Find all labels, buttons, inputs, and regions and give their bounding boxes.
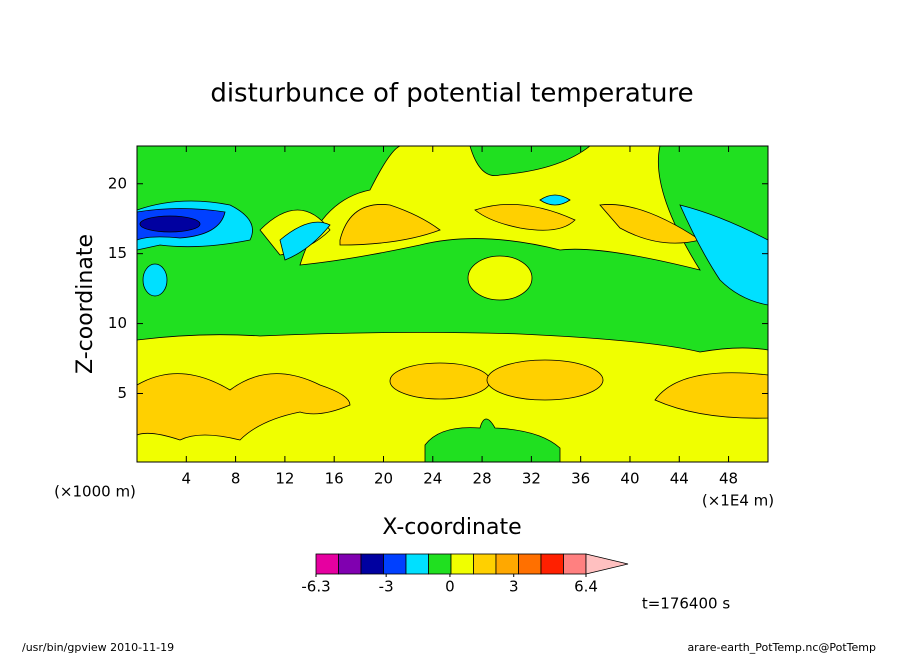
footer-right: arare-earth_PotTemp.nc@PotTemp [687,641,876,654]
contour-field [137,146,768,462]
x-tick-label: 28 [473,470,492,488]
x-tick-label: 4 [182,470,192,488]
contour-region [424,418,561,462]
colorbar-tick-label: 0 [445,578,455,596]
colorbar-box [473,553,497,575]
y-tick-label: 15 [108,244,127,262]
contour-region [679,204,768,306]
y-tick-label: 5 [117,384,127,402]
colorbar-box [405,553,429,575]
contour-region [654,372,768,419]
x-unit: (×1E4 m) [702,492,774,510]
colorbar-extend [585,553,629,575]
contour-region [474,203,576,231]
x-axis-label: X-coordinate [382,515,521,540]
contour-region [279,221,331,261]
colorbar-box [360,553,384,575]
colorbar-box [428,553,452,575]
colorbar-tick-label: -3 [379,578,394,596]
x-tick-label: 20 [374,470,393,488]
x-tick-label: 40 [620,470,639,488]
x-tick-label: 48 [719,470,738,488]
contour-region [142,263,168,297]
colorbar-box [315,553,339,575]
colorbar-box [383,553,407,575]
colorbar-box [495,553,519,575]
colorbar-tick-label: 6.4 [574,578,598,596]
footer-left: /usr/bin/gpview 2010-11-19 [22,641,174,654]
y-unit: (×1000 m) [54,483,136,501]
colorbar-box [540,553,564,575]
y-tick-label: 20 [108,174,127,192]
colorbar-box [563,553,587,575]
time-label: t=176400 s [642,595,730,613]
plot-frame [136,145,769,463]
y-axis-label: Z-coordinate [73,234,98,374]
x-tick-label: 36 [571,470,590,488]
y-tick-label: 10 [108,314,127,332]
colorbar-box [338,553,362,575]
colorbar-box [518,553,542,575]
contour-region [139,215,201,233]
x-tick-label: 12 [275,470,294,488]
contour-region [137,373,351,441]
x-tick-label: 32 [522,470,541,488]
contour-region [486,359,604,401]
contour-region [467,255,533,301]
contour-region [339,204,441,246]
chart-title: disturbunce of potential temperature [210,79,693,109]
colorbar-tick-label: -6.3 [301,578,330,596]
colorbar-tick-label: 3 [509,578,519,596]
contour-region [539,194,571,206]
contour-region [389,362,491,400]
x-tick-label: 8 [231,470,241,488]
x-tick-label: 16 [325,470,344,488]
x-tick-label: 24 [423,470,442,488]
colorbar-box [450,553,474,575]
x-tick-label: 44 [670,470,689,488]
